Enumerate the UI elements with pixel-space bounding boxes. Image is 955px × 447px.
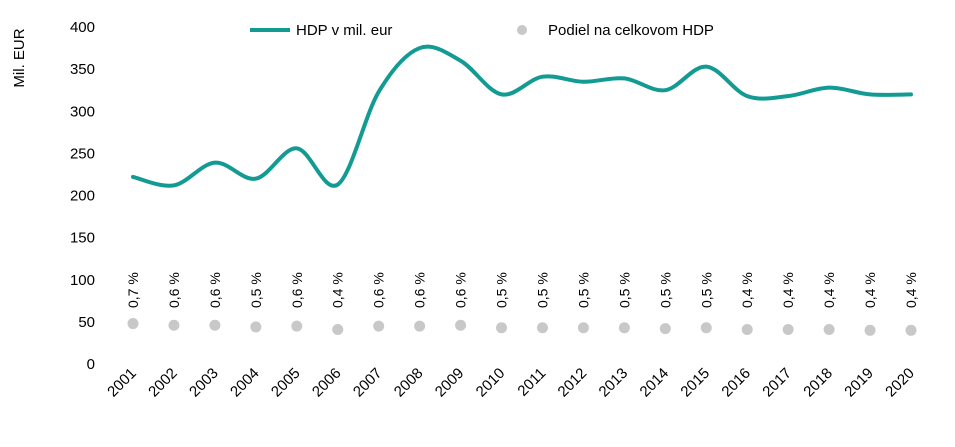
- x-tick-label: 2018: [800, 365, 836, 401]
- share-point: [536, 322, 548, 334]
- x-tick-label: 2013: [596, 365, 632, 401]
- share-data-label: 0,6 %: [453, 272, 469, 308]
- share-data-labels: 0,7 % 0,6 % 0,6 % 0,5 % 0,6 % 0,4 % 0,6 % 0,6 %…: [125, 272, 919, 308]
- share-point: [700, 322, 712, 334]
- y-tick-label: 350: [70, 61, 95, 78]
- x-tick-label: 2007: [350, 365, 386, 401]
- share-point: [209, 319, 221, 331]
- share-data-label: 0,6 %: [289, 272, 305, 308]
- x-tick-label: 2020: [882, 365, 918, 401]
- share-series: [127, 318, 917, 336]
- share-point: [905, 324, 917, 336]
- share-point: [250, 321, 262, 333]
- gdp-series-line: [131, 44, 913, 188]
- share-point: [414, 320, 426, 332]
- x-tick-label: 2017: [759, 365, 795, 401]
- share-data-label: 0,5 %: [575, 272, 591, 308]
- x-tick-label: 2019: [841, 365, 877, 401]
- share-data-label: 0,6 %: [166, 272, 182, 308]
- legend-line-label: HDP v mil. eur: [296, 22, 392, 39]
- share-data-label: 0,5 %: [248, 272, 264, 308]
- share-data-label: 0,4 %: [821, 272, 837, 308]
- y-tick-label: 50: [78, 314, 95, 331]
- y-tick-label: 400: [70, 19, 95, 36]
- y-tick-label: 200: [70, 188, 95, 205]
- y-tick-label: 300: [70, 103, 95, 120]
- share-data-label: 0,5 %: [657, 272, 673, 308]
- x-tick-label: 2003: [186, 365, 222, 401]
- x-tick-label: 2002: [145, 365, 181, 401]
- share-data-label: 0,5 %: [494, 272, 510, 308]
- share-point: [127, 318, 139, 330]
- share-data-label: 0,5 %: [616, 272, 632, 308]
- share-point: [577, 322, 589, 334]
- share-data-label: 0,6 %: [207, 272, 223, 308]
- y-axis-ticks: 0 50 100 150 200 250 300 350 400: [70, 19, 95, 373]
- x-tick-label: 2015: [677, 365, 713, 401]
- share-data-label: 0,5 %: [534, 272, 550, 308]
- x-tick-label: 2004: [227, 365, 263, 401]
- share-point: [659, 323, 671, 335]
- share-data-label: 0,7 %: [125, 272, 141, 308]
- legend-dot-label: Podiel na celkovom HDP: [548, 22, 714, 39]
- share-data-label: 0,4 %: [903, 272, 919, 308]
- share-point: [864, 324, 876, 336]
- share-point: [291, 320, 303, 332]
- x-tick-label: 2010: [473, 365, 509, 401]
- share-data-label: 0,6 %: [371, 272, 387, 308]
- x-tick-label: 2011: [514, 365, 549, 400]
- share-data-label: 0,4 %: [780, 272, 796, 308]
- share-point: [168, 319, 180, 331]
- x-tick-label: 2001: [104, 365, 140, 401]
- share-point: [823, 323, 835, 335]
- share-point: [332, 323, 344, 335]
- y-axis-title: Mil. EUR: [11, 28, 28, 87]
- share-data-label: 0,4 %: [862, 272, 878, 308]
- y-tick-label: 150: [70, 230, 95, 247]
- x-tick-label: 2006: [309, 365, 345, 401]
- y-tick-label: 250: [70, 145, 95, 162]
- share-point: [496, 322, 508, 334]
- share-point: [618, 322, 630, 334]
- share-data-label: 0,4 %: [330, 272, 346, 308]
- x-tick-label: 2009: [432, 365, 468, 401]
- share-data-label: 0,4 %: [739, 272, 755, 308]
- y-tick-label: 100: [70, 272, 95, 289]
- x-tick-label: 2008: [391, 365, 427, 401]
- share-point: [455, 319, 467, 331]
- x-tick-label: 2012: [555, 365, 591, 401]
- x-axis-ticks: 2001 2002 2003 2004 2005 2006 2007 2008 2009 2010…: [104, 365, 918, 401]
- x-tick-label: 2016: [718, 365, 754, 401]
- legend-dot-swatch: [517, 25, 527, 35]
- share-point: [782, 323, 794, 335]
- x-tick-label: 2014: [637, 365, 673, 401]
- share-point: [741, 323, 753, 335]
- x-tick-label: 2005: [268, 365, 304, 401]
- legend: HDP v mil. eur Podiel na celkovom HDP: [250, 22, 714, 39]
- share-data-label: 0,5 %: [698, 272, 714, 308]
- share-data-label: 0,6 %: [412, 272, 428, 308]
- y-tick-label: 0: [87, 356, 95, 373]
- share-point: [373, 320, 385, 332]
